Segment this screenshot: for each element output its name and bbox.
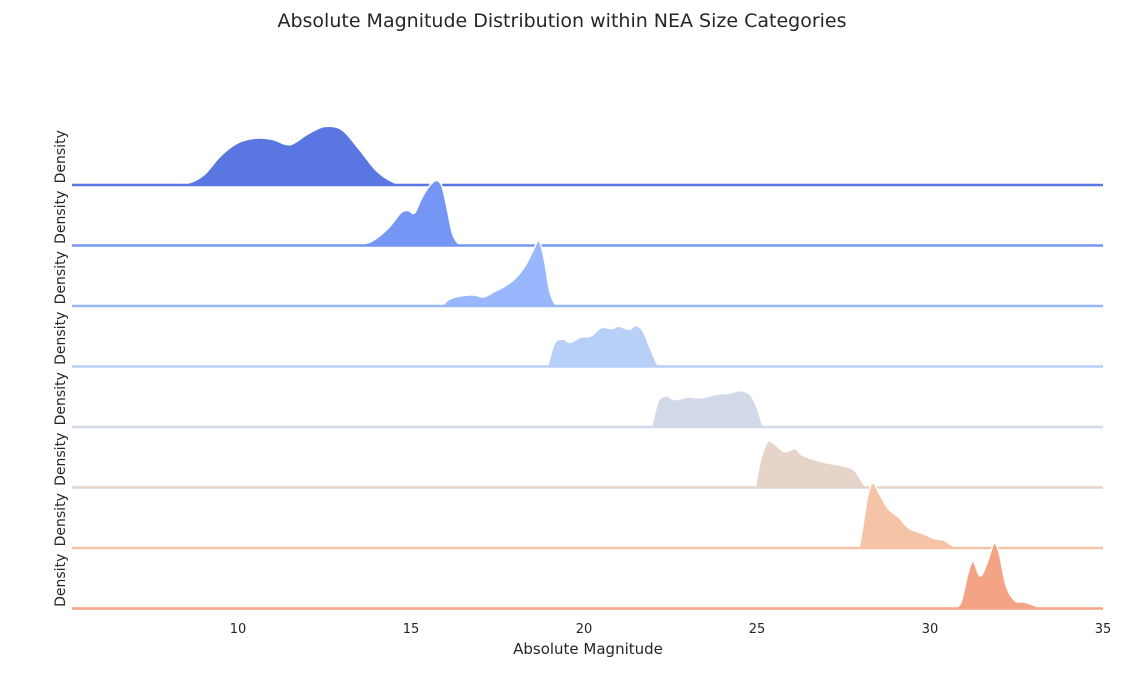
y-axis-label-7: Density — [53, 493, 69, 546]
x-tick-label-15: 15 — [403, 622, 420, 637]
ridge-area-5 — [650, 389, 768, 428]
x-tick-label-10: 10 — [230, 622, 247, 637]
x-tick-label-30: 30 — [922, 622, 939, 637]
ridge-area-7 — [858, 482, 959, 549]
ridge-area-8 — [952, 542, 1042, 610]
x-axis-label: Absolute Magnitude — [513, 640, 663, 658]
chart-title: Absolute Magnitude Distribution within N… — [277, 10, 846, 32]
y-axis-label-4: Density — [53, 312, 69, 365]
y-axis-label-5: Density — [53, 372, 69, 425]
y-axis-label-6: Density — [53, 433, 69, 486]
ridge-area-4 — [546, 324, 663, 368]
x-axis-ticks: 10 15 20 25 30 35 — [230, 622, 1111, 637]
y-axis-label-3: Density — [53, 251, 69, 304]
ridges-group — [72, 125, 1103, 610]
y-axis-label-2: Density — [53, 191, 69, 244]
y-axis-label-8: Density — [53, 554, 69, 607]
x-tick-label-35: 35 — [1095, 622, 1112, 637]
ridge-area-2 — [355, 179, 464, 247]
x-tick-label-20: 20 — [576, 622, 593, 637]
ridge-area-1 — [161, 125, 412, 186]
y-axis-labels: Density Density Density Density Density Densi… — [53, 130, 69, 607]
ridge-area-3 — [440, 239, 561, 307]
x-tick-label-25: 25 — [749, 622, 766, 637]
y-axis-label-1: Density — [53, 130, 69, 183]
ridge-area-6 — [754, 440, 868, 489]
